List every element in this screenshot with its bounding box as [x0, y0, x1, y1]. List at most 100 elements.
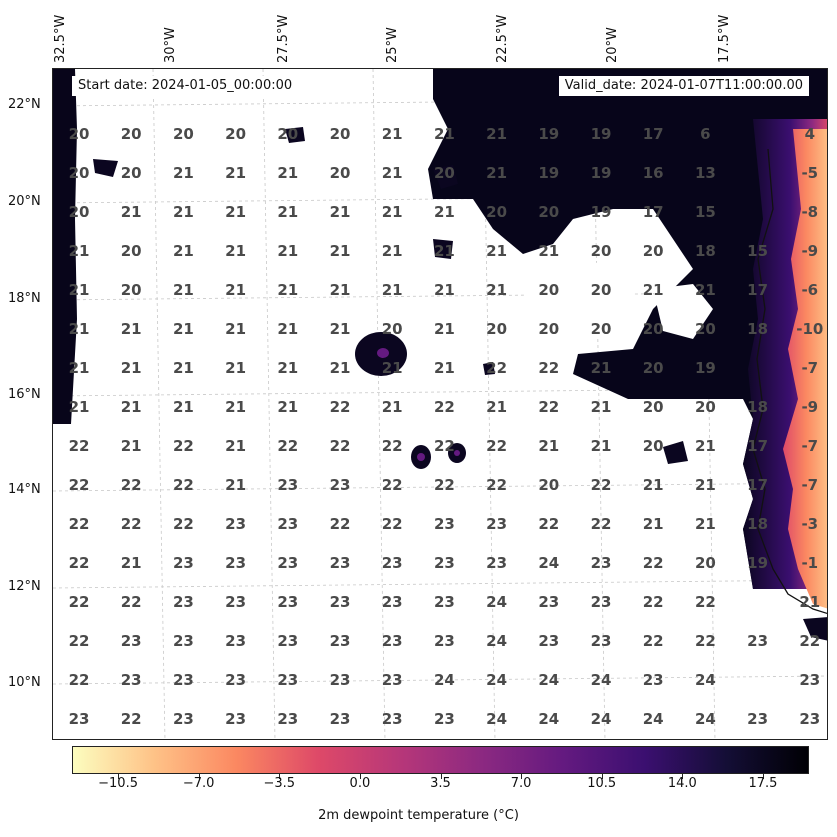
- grid-value: 23: [382, 710, 403, 728]
- grid-value: 22: [173, 515, 194, 533]
- grid-value: 24: [486, 710, 507, 728]
- grid-value: 20: [225, 125, 246, 143]
- grid-value: 24: [538, 710, 559, 728]
- longitude-label: 30°W: [163, 27, 178, 63]
- grid-value: 21: [277, 320, 298, 338]
- grid-value: 22: [643, 554, 664, 572]
- grid-value: 23: [277, 710, 298, 728]
- grid-value: 20: [121, 125, 142, 143]
- grid-value: -1: [801, 554, 818, 572]
- grid-value: 24: [538, 671, 559, 689]
- grid-value: 23: [434, 710, 455, 728]
- grid-value: 24: [591, 671, 612, 689]
- grid-value: 17: [643, 203, 664, 221]
- grid-value: 22: [434, 398, 455, 416]
- grid-value: 22: [695, 593, 716, 611]
- grid-value: 21: [591, 437, 612, 455]
- grid-value: -9: [801, 398, 818, 416]
- grid-value: -3: [801, 515, 818, 533]
- grid-value: 21: [69, 320, 90, 338]
- island-cluster-2b: [417, 453, 425, 461]
- mid-gap-2: [653, 284, 713, 339]
- colorbar-tick-label: −10.5: [98, 776, 138, 791]
- longitude-gridline: [372, 69, 386, 739]
- grid-value: 23: [173, 593, 194, 611]
- latitude-label: 22°N: [8, 97, 41, 112]
- grid-value: 23: [382, 554, 403, 572]
- grid-value: 22: [643, 632, 664, 650]
- grid-value: 21: [173, 281, 194, 299]
- grid-value: 21: [486, 242, 507, 260]
- latitude-label: 20°N: [8, 194, 41, 209]
- colorbar-tick-label: 10.5: [587, 776, 617, 791]
- grid-value: 19: [695, 359, 716, 377]
- grid-value: 21: [121, 437, 142, 455]
- grid-value: 20: [121, 281, 142, 299]
- colorbar-tick-mark: [682, 774, 684, 779]
- grid-value: -9: [801, 242, 818, 260]
- grid-value: -8: [801, 203, 818, 221]
- grid-value: 21: [486, 398, 507, 416]
- grid-value: 22: [799, 632, 820, 650]
- latitude-label: 18°N: [8, 291, 41, 306]
- grid-value: 18: [747, 320, 768, 338]
- longitude-gridline: [482, 69, 496, 739]
- colorbar-tick-label: −3.5: [263, 776, 296, 791]
- grid-value: 17: [747, 281, 768, 299]
- grid-value: 19: [591, 125, 612, 143]
- grid-value: 23: [330, 710, 351, 728]
- grid-value: 21: [330, 281, 351, 299]
- grid-value: 22: [69, 671, 90, 689]
- grid-value: 15: [747, 242, 768, 260]
- grid-value: 23: [330, 632, 351, 650]
- colorbar: [72, 746, 809, 774]
- grid-value: 23: [538, 632, 559, 650]
- grid-value: 20: [695, 320, 716, 338]
- grid-value: 20: [121, 242, 142, 260]
- grid-value: 21: [121, 554, 142, 572]
- grid-value: 22: [382, 437, 403, 455]
- grid-value: 18: [747, 515, 768, 533]
- map-canvas: 20 20 20 20 20 20 21 21 21 19 19 17 6 4 20 20 21 21 21 20 21…: [53, 69, 827, 739]
- grid-value: 21: [225, 164, 246, 182]
- longitude-label: 27.5°W: [276, 14, 291, 63]
- grid-value: 15: [695, 203, 716, 221]
- colorbar-tick-mark: [118, 774, 120, 779]
- grid-value: 21: [382, 203, 403, 221]
- colorbar-tick-mark: [762, 774, 764, 779]
- grid-value: 21: [121, 398, 142, 416]
- grid-value: 20: [330, 125, 351, 143]
- grid-value: 21: [434, 281, 455, 299]
- grid-value: 23: [799, 710, 820, 728]
- grid-value: 23: [591, 632, 612, 650]
- grid-value: 20: [69, 125, 90, 143]
- grid-value: 21: [695, 281, 716, 299]
- grid-value: 22: [330, 515, 351, 533]
- grid-value: 20: [173, 125, 194, 143]
- small-blob-6: [663, 441, 688, 464]
- grid-value: 22: [538, 398, 559, 416]
- grid-value: 23: [486, 515, 507, 533]
- grid-value: 21: [277, 203, 298, 221]
- grid-value: -10: [796, 320, 823, 338]
- grid-value: 6: [700, 125, 710, 143]
- grid-value: 21: [330, 203, 351, 221]
- grid-value: 21: [330, 359, 351, 377]
- grid-value: 20: [591, 242, 612, 260]
- map-panel: 20 20 20 20 20 20 21 21 21 19 19 17 6 4 20 20 21 21 21 20 21…: [52, 68, 828, 740]
- colorbar-tick-mark: [440, 774, 442, 779]
- grid-value: 22: [382, 515, 403, 533]
- grid-value: 20: [643, 359, 664, 377]
- grid-value: 23: [225, 554, 246, 572]
- grid-value: 23: [121, 632, 142, 650]
- ne-dark-region: [428, 69, 827, 589]
- mid-gap: [523, 259, 638, 339]
- grid-value: 21: [121, 320, 142, 338]
- grid-value: 21: [225, 320, 246, 338]
- grid-value: 23: [330, 593, 351, 611]
- grid-value: 22: [538, 359, 559, 377]
- grid-value: 21: [173, 242, 194, 260]
- grid-value: 22: [486, 359, 507, 377]
- grid-value: 20: [486, 203, 507, 221]
- grid-value: 19: [747, 554, 768, 572]
